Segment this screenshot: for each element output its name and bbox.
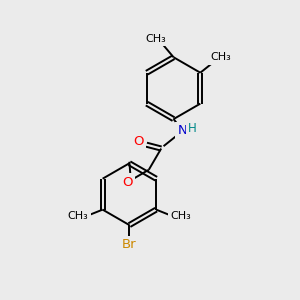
Text: CH₃: CH₃ [170, 211, 191, 221]
Text: N: N [178, 124, 187, 137]
Text: Br: Br [122, 238, 137, 251]
Text: O: O [133, 135, 144, 148]
Text: CH₃: CH₃ [210, 52, 231, 62]
Text: CH₃: CH₃ [146, 34, 166, 44]
Text: H: H [188, 122, 197, 135]
Text: O: O [122, 176, 133, 189]
Text: CH₃: CH₃ [68, 211, 88, 221]
